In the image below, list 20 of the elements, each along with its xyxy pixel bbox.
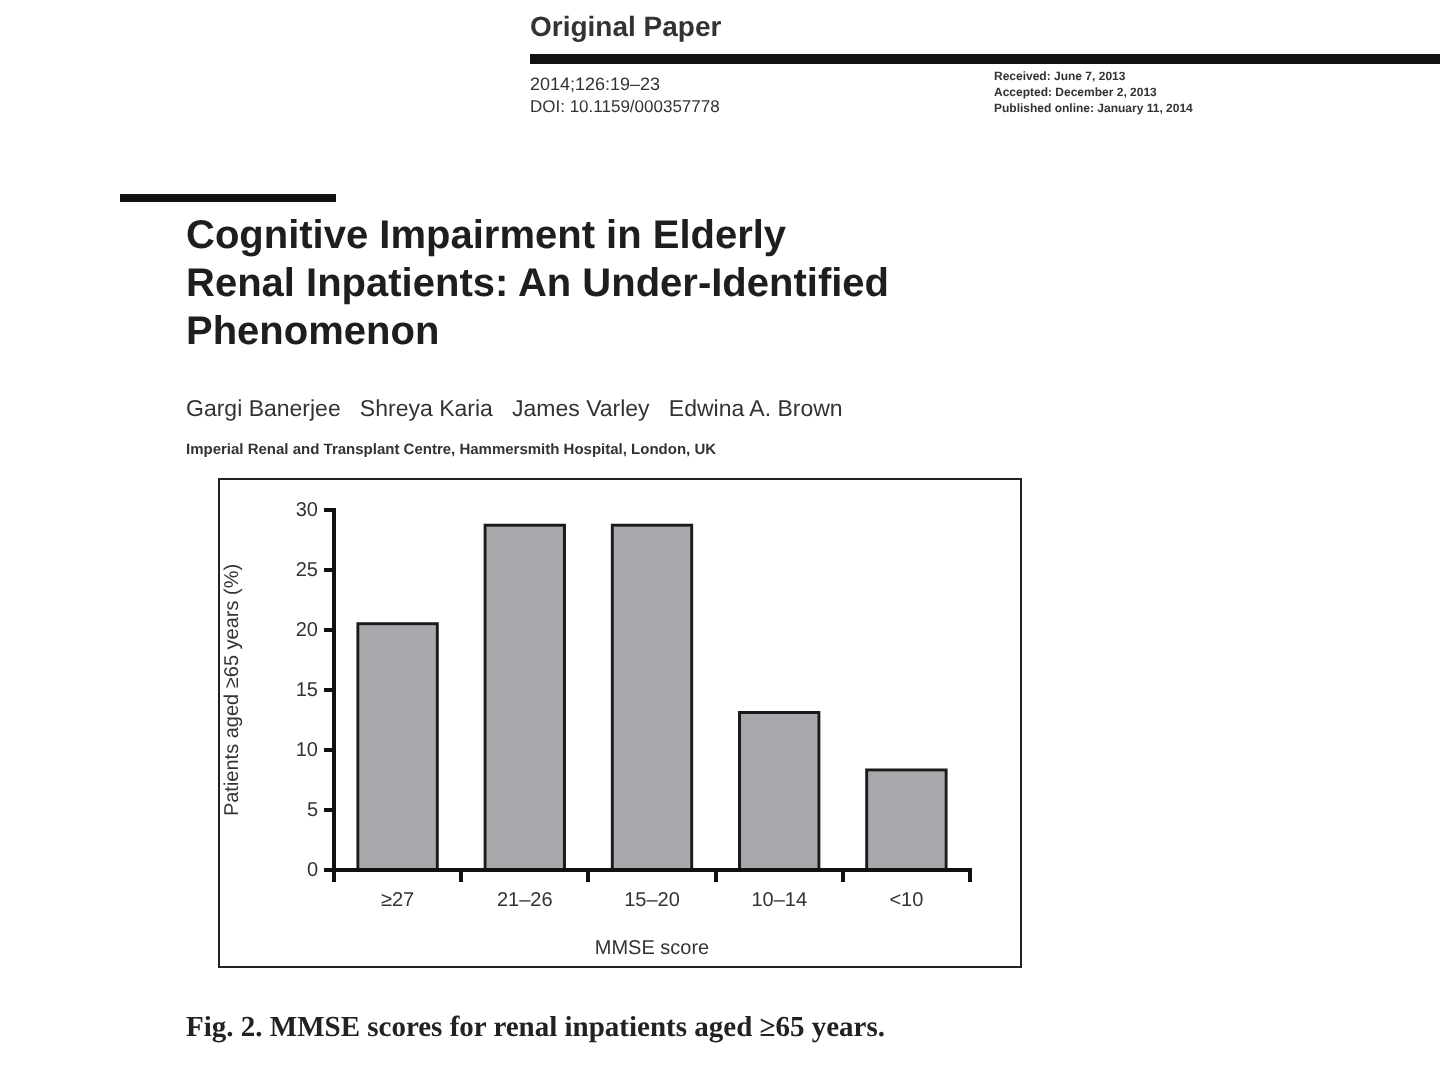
text: DOI: 10.1159/000357778 [530,96,720,118]
y-tick-label: 15 [295,679,319,702]
x-tick-label: 15–20 [624,889,681,912]
y-tick-label: 25 [295,559,319,582]
chart-subtitle: Gargi Banerjee Shreya Karia James Varley Edwina A. Brown [186,398,843,422]
y-tick-label: 0 [306,859,319,882]
x-tick-label: 21–26 [496,889,554,912]
chart-title: Cognitive Impairment in Elderly Renal Inpatients: An Under-Identified Phenomenon [186,212,891,356]
y-tick-label: 20 [295,619,319,642]
y-tick-label: 10 [295,739,319,762]
x-tick-label: 10–14 [751,889,808,912]
y-axis-title: Patients aged ≥65 years (%) [221,563,244,817]
x-tick-label: ≥27 [380,889,416,912]
x-tick-label: <10 [889,889,925,912]
text: 2014;126:19–23 [530,74,661,95]
x-axis-title: MMSE score [594,937,711,960]
y-tick-label: 30 [295,499,319,522]
text: Original Paper [530,10,722,43]
caption: Fig. 2. MMSE scores for renal inpatients aged ≥65 years. [186,1012,885,1046]
y-tick-label: 5 [306,799,319,822]
